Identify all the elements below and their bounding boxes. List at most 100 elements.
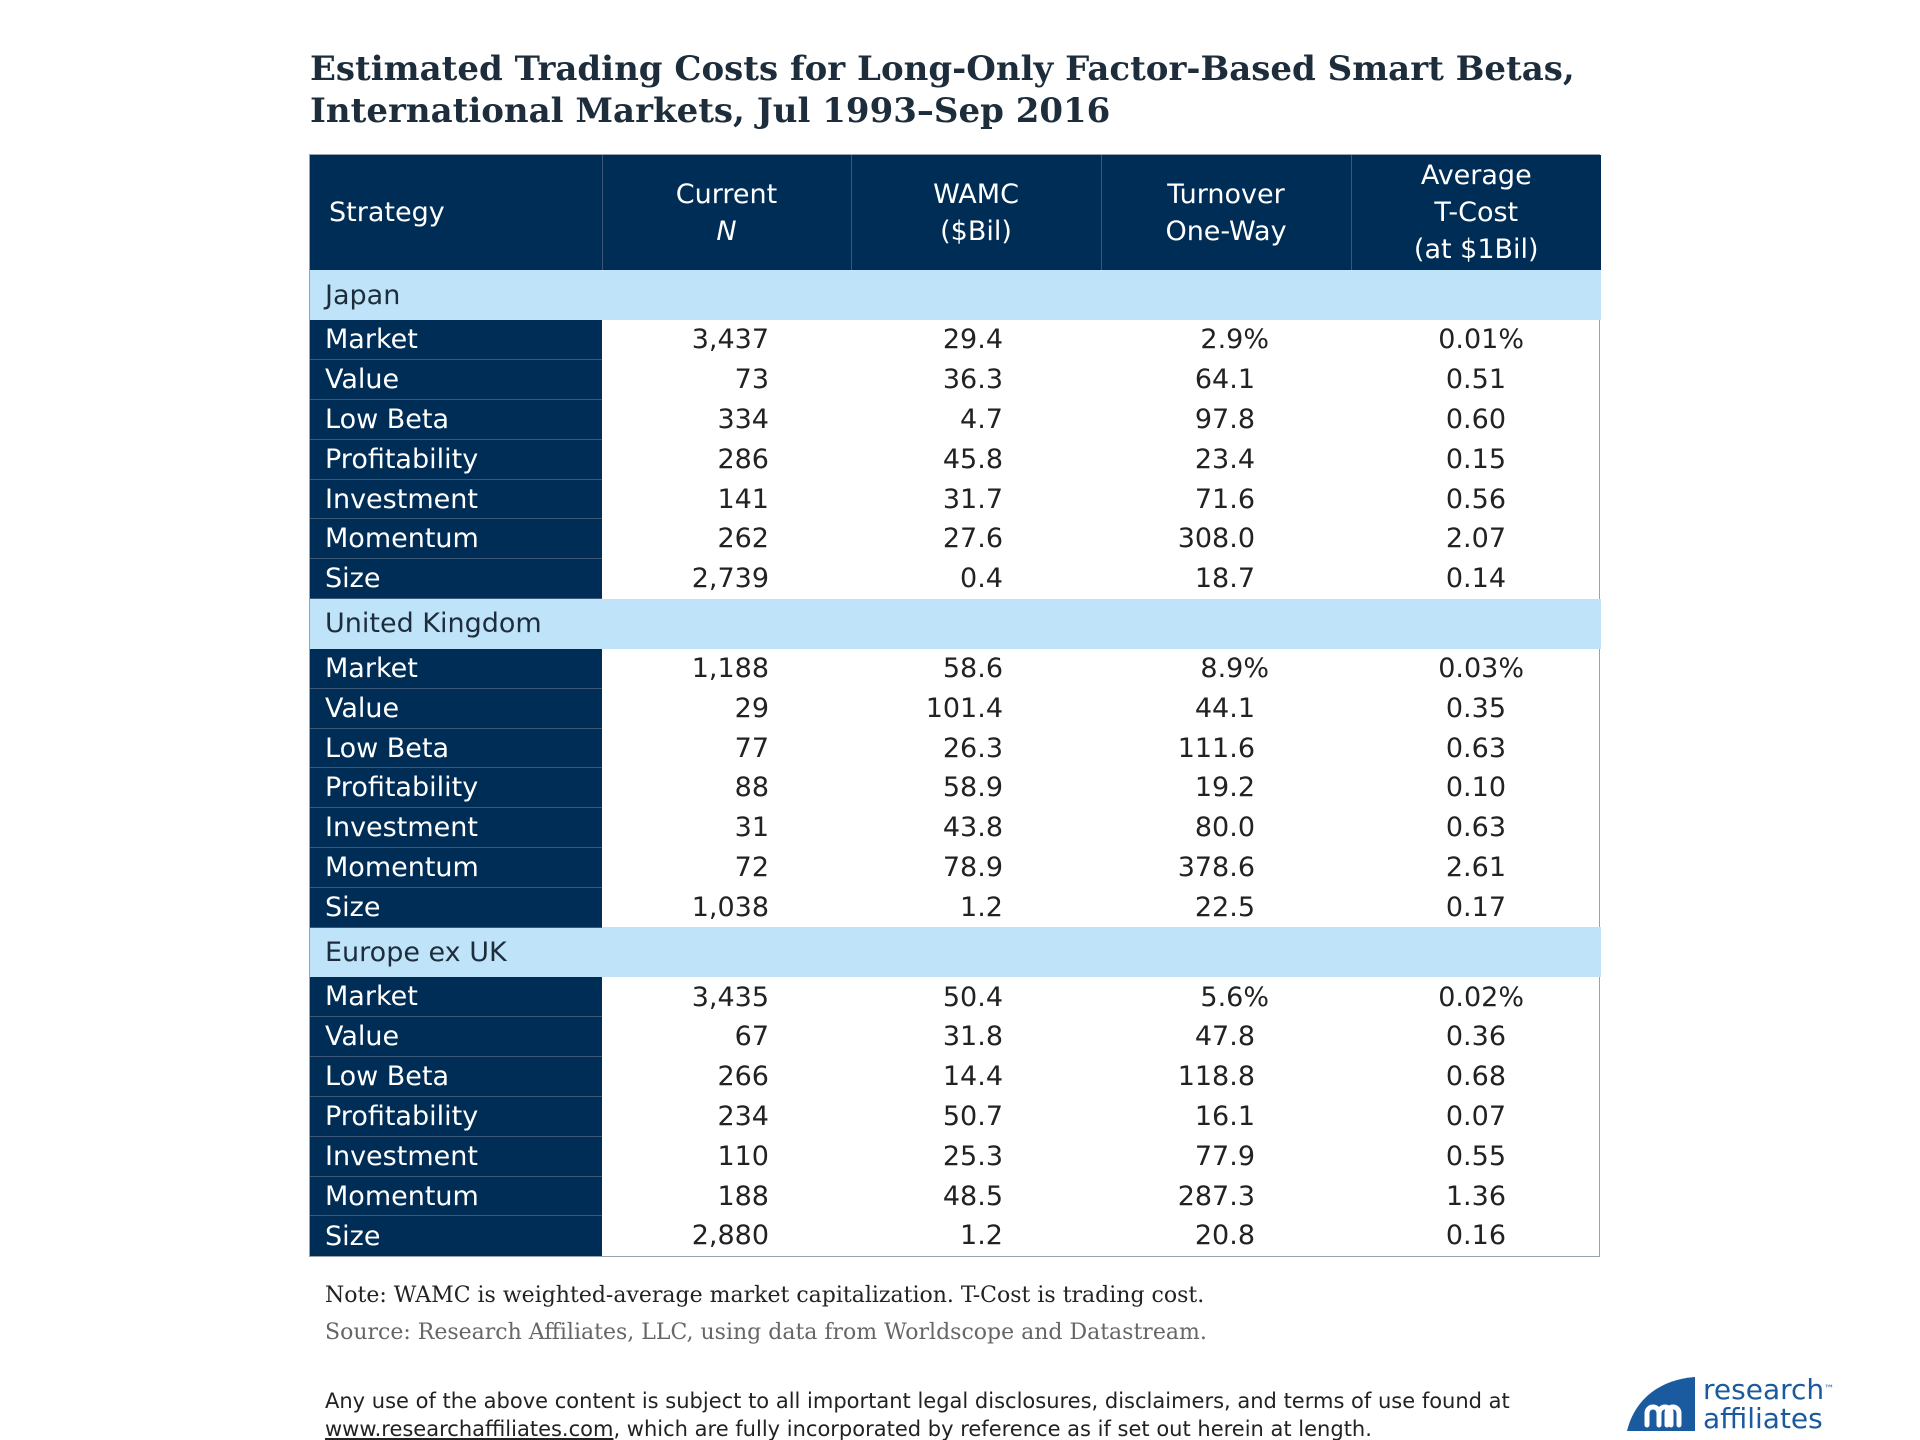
current-n-cell: 188 [717,1180,769,1212]
strategy-cell: Market [310,320,602,361]
wamc-cell: 4.7 [960,403,1003,435]
turnover-cell: 111.6 [1177,732,1255,764]
disclaimer-text-2: , which are fully incorporated by refere… [613,1417,1372,1440]
tcost-cell: 1.36 [1445,1180,1506,1212]
table-row: Momentum 262 27.6 308.0 2.07 [310,518,1601,560]
strategy-cell: Market [310,977,602,1018]
tcost-cell: 0.60 [1445,403,1506,435]
header-current-n: Current N [602,155,852,270]
current-n-cell: 3,435 [691,981,769,1013]
tcost-cell: 0.03% [1438,652,1524,684]
header-tcost-line2: T-Cost [1434,197,1519,228]
current-n-cell: 286 [717,443,769,475]
wamc-cell: 25.3 [942,1140,1003,1172]
current-n-cell: 73 [734,364,769,396]
wamc-cell: 31.8 [942,1021,1003,1053]
wamc-cell: 101.4 [925,692,1003,724]
tcost-cell: 0.35 [1445,692,1506,724]
group-label: Japan [310,270,1601,320]
tcost-cell: 0.55 [1445,1140,1506,1172]
table-row: Size 2,880 1.2 20.8 0.16 [310,1215,1601,1256]
wamc-cell: 14.4 [942,1061,1003,1093]
wamc-cell: 36.3 [942,364,1003,396]
research-affiliates-logo-icon [1627,1377,1695,1431]
turnover-cell: 44.1 [1194,692,1255,724]
disclaimer-link[interactable]: www.researchaffiliates.com [325,1417,614,1440]
tcost-cell: 0.63 [1445,732,1506,764]
wamc-cell: 50.4 [942,981,1003,1013]
strategy-cell: Momentum [310,847,602,888]
strategy-cell: Momentum [310,518,602,560]
current-n-cell: 2,880 [691,1220,769,1252]
strategy-cell: Market [310,648,602,689]
strategy-cell: Investment [310,479,602,520]
header-turnover-line1: Turnover [1167,178,1285,210]
turnover-cell: 308.0 [1177,523,1255,555]
tcost-cell: 0.15 [1445,443,1506,475]
strategy-cell: Profitability [310,767,602,809]
group-row: Europe ex UK [310,927,1601,978]
wamc-cell: 27.6 [942,523,1003,555]
tcost-cell: 0.17 [1445,891,1506,923]
header-tcost-line3: (at $1Bil) [1413,234,1539,265]
wamc-cell: 50.7 [942,1100,1003,1132]
tcost-cell: 0.56 [1445,483,1506,515]
header-tcost-line1: Average [1420,160,1532,191]
wamc-cell: 1.2 [960,891,1003,923]
wamc-cell: 48.5 [942,1180,1003,1212]
header-wamc: WAMC ($Bil) [851,155,1102,270]
turnover-cell: 8.9% [1200,652,1269,684]
strategy-cell: Value [310,688,602,729]
group-row: United Kingdom [310,598,1601,649]
title-line-2: International Markets, Jul 1993–Sep 2016 [310,91,1111,131]
table-row: Investment 31 43.8 80.0 0.63 [310,807,1601,849]
tcost-cell: 0.51 [1445,364,1506,396]
table-row: Investment 110 25.3 77.9 0.55 [310,1136,1601,1177]
group-label: United Kingdom [310,598,1601,649]
current-n-cell: 2,739 [691,563,769,595]
table-row: Value 67 31.8 47.8 0.36 [310,1016,1601,1058]
strategy-cell: Investment [310,1136,602,1177]
turnover-cell: 47.8 [1194,1021,1255,1053]
header-strategy: Strategy [310,155,603,270]
turnover-cell: 2.9% [1200,324,1269,356]
tcost-cell: 0.36 [1445,1021,1506,1053]
current-n-cell: 1,038 [691,891,769,923]
strategy-cell: Profitability [310,439,602,480]
header-wamc-line2: ($Bil) [940,215,1012,247]
table-row: Momentum 188 48.5 287.3 1.36 [310,1176,1601,1217]
table-row: Low Beta 77 26.3 111.6 0.63 [310,728,1601,769]
strategy-cell: Size [310,887,602,928]
current-n-cell: 31 [734,812,769,844]
header-turnover-line2: One-Way [1165,215,1287,247]
strategy-cell: Momentum [310,1176,602,1217]
turnover-cell: 5.6% [1200,981,1269,1013]
current-n-cell: 141 [717,483,769,515]
turnover-cell: 71.6 [1194,483,1255,515]
turnover-cell: 97.8 [1194,403,1255,435]
tcost-cell: 0.68 [1445,1061,1506,1093]
turnover-cell: 16.1 [1194,1100,1255,1132]
table-row: Value 73 36.3 64.1 0.51 [310,359,1601,401]
research-affiliates-logo[interactable]: research™ affiliates [1623,1375,1883,1435]
table-note: Note: WAMC is weighted-average market ca… [325,1283,1205,1308]
wamc-cell: 29.4 [942,324,1003,356]
header-current-line1: Current [675,178,778,210]
group-label: Europe ex UK [310,927,1601,978]
tcost-cell: 0.63 [1445,812,1506,844]
current-n-cell: 3,437 [691,324,769,356]
header-current-line2: N [716,215,737,247]
strategy-cell: Low Beta [310,399,602,440]
turnover-cell: 18.7 [1194,563,1255,595]
disclaimer-text-1: Any use of the above content is subject … [325,1389,1510,1413]
table-row: Size 2,739 0.4 18.7 0.14 [310,558,1601,600]
turnover-cell: 20.8 [1194,1220,1255,1252]
tcost-cell: 0.02% [1438,981,1524,1013]
current-n-cell: 1,188 [691,652,769,684]
strategy-cell: Size [310,558,602,600]
tcost-cell: 0.07 [1445,1100,1506,1132]
current-n-cell: 262 [717,523,769,555]
strategy-cell: Size [310,1215,602,1256]
current-n-cell: 29 [734,692,769,724]
table-row: Low Beta 334 4.7 97.8 0.60 [310,399,1601,440]
